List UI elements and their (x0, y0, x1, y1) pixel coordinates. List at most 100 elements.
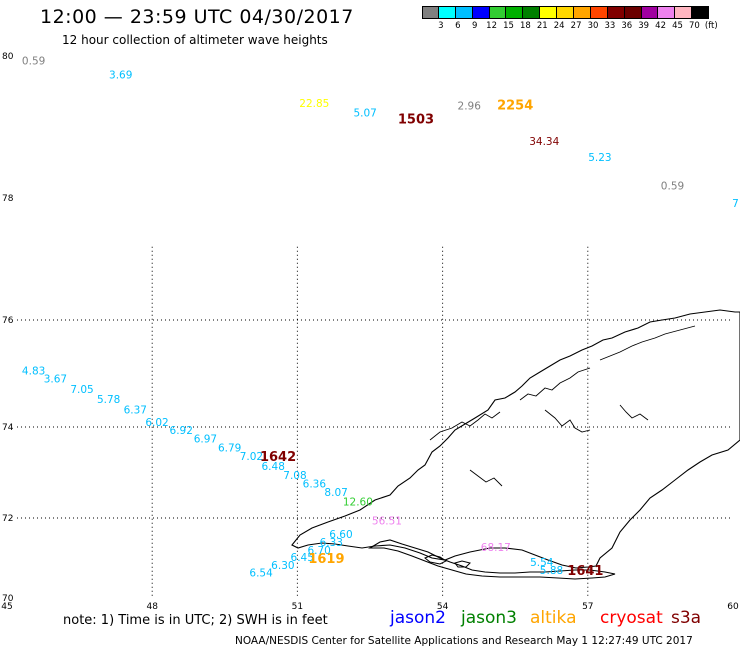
wave-height-label: 5.54 (530, 557, 554, 569)
wave-height-label: 3.67 (44, 374, 67, 386)
wave-height-label: 6.30 (271, 560, 294, 572)
legend-label: 21 (536, 21, 548, 31)
wave-height-label: 5.88 (540, 565, 563, 577)
wave-height-label: 56.51 (372, 515, 402, 527)
wave-height-label: 7.05 (70, 384, 93, 396)
legend-labels: 3 6 9 12 15 18 21 24 27 30 33 36 39 42 45 70 (ft) (422, 19, 732, 31)
legend-swatch (607, 6, 625, 19)
legend-label: 27 (570, 21, 582, 31)
lat-tick-label: 80 (2, 52, 14, 62)
wave-height-label: 7.02 (240, 451, 263, 463)
wave-height-label: 7 (732, 198, 739, 210)
observation-points: 0.59 3.69 22.85 5.07 2.96 34.34 5.23 0.59 7 4.833… (22, 56, 739, 580)
satellite-s3a: s3a (671, 608, 702, 628)
pass-time-label: 1642 (260, 450, 296, 465)
wave-height-label: 6.37 (124, 405, 147, 417)
lat-tick-label: 78 (2, 194, 14, 204)
wave-height-label: 6.36 (303, 479, 327, 491)
pass-time-label: 1503 (398, 112, 434, 127)
lon-tick-label: 57 (582, 602, 593, 612)
wave-height-label: 5.07 (353, 107, 376, 119)
chart-title: 12:00 — 23:59 UTC 04/30/2017 (40, 6, 354, 28)
wave-height-label: 6.02 (145, 417, 168, 429)
lat-tick-label: 70 (2, 594, 14, 604)
lon-tick-label: 48 (146, 602, 158, 612)
wave-height-label: 0.59 (22, 56, 45, 68)
wave-height-label: 4.83 (22, 366, 45, 378)
legend-label: 3 (438, 21, 444, 31)
wave-height-legend: 3 6 9 12 15 18 21 24 27 30 33 36 39 42 45 70 (ft) (422, 6, 732, 31)
wave-height-label: 7.08 (283, 470, 306, 482)
wave-height-label: 12.60 (343, 497, 373, 509)
bay-detail (469, 404, 649, 487)
pass-time-label: 1619 (308, 552, 344, 567)
legend-swatch (692, 6, 710, 19)
legend-label: 42 (655, 21, 667, 31)
legend-label: 30 (587, 21, 599, 31)
legend-label: 70 (688, 21, 700, 31)
legend-label: 12 (486, 21, 498, 31)
satellite-altika: altika (530, 608, 577, 628)
wave-height-label: 5.78 (97, 394, 120, 406)
wave-height-label: 68.17 (481, 542, 511, 554)
chart-subtitle: 12 hour collection of altimeter wave hei… (62, 33, 328, 47)
legend-swatch (523, 6, 541, 19)
legend-swatch (641, 6, 659, 19)
wave-height-label: 5.23 (588, 152, 611, 164)
legend-swatch (624, 6, 642, 19)
legend-swatch (658, 6, 676, 19)
satellite-cryosat: cryosat (600, 608, 663, 628)
legend-label: 33 (604, 21, 616, 31)
legend-label: 6 (455, 21, 461, 31)
islet-coastline (454, 560, 471, 568)
lat-tick-label: 72 (2, 514, 13, 524)
wave-height-label: 34.34 (529, 136, 559, 148)
legend-color-bar (422, 6, 732, 19)
pass-time-label: 2254 (497, 98, 533, 113)
pass-time-label: 1641 (567, 564, 603, 579)
legend-swatch (540, 6, 558, 19)
lat-lon-grid: 45 48 51 54 57 60 70 72 74 76 78 80 (1, 52, 739, 612)
wave-height-label: 6.45 (291, 552, 314, 564)
wave-height-label: 6.48 (262, 461, 285, 473)
legend-label: (ft) (704, 21, 718, 31)
wave-height-label: 8.07 (324, 487, 347, 499)
legend-swatch (506, 6, 524, 19)
legend-label: 45 (672, 21, 683, 31)
wave-height-label: 22.85 (299, 98, 329, 110)
ridge-detail (429, 325, 696, 441)
coastline (291, 309, 740, 580)
satellite-jason2: jason2 (390, 608, 446, 628)
legend-swatch (422, 6, 439, 19)
legend-swatch (438, 6, 456, 19)
lat-tick-label: 76 (2, 316, 14, 326)
satellite-jason3: jason3 (461, 608, 517, 628)
wave-height-label: 2.96 (458, 100, 482, 112)
wave-height-label: 6.54 (249, 567, 273, 579)
wave-height-label: 6.79 (218, 443, 241, 455)
legend-swatch (455, 6, 473, 19)
legend-label: 18 (519, 21, 531, 31)
islet-coastline (424, 554, 447, 565)
wave-height-label: 6.97 (194, 433, 217, 445)
legend-swatch (557, 6, 575, 19)
legend-label: 9 (471, 21, 478, 31)
wave-height-label: 0.59 (661, 180, 684, 192)
legend-swatch (590, 6, 608, 19)
lon-tick-label: 60 (727, 602, 739, 612)
legend-swatch (489, 6, 507, 19)
legend-swatch (675, 6, 693, 19)
legend-label: 39 (638, 21, 650, 31)
legend-label: 36 (621, 21, 633, 31)
legend-label: 24 (553, 21, 565, 31)
legend-swatch (574, 6, 591, 19)
wave-height-label: 6.70 (307, 545, 330, 557)
lon-tick-label: 54 (437, 602, 449, 612)
lon-tick-label: 45 (1, 602, 12, 612)
wave-height-label: 3.69 (109, 70, 132, 82)
legend-swatch (472, 6, 490, 19)
novaya-zemlya-coastline (291, 309, 740, 569)
wave-height-label: 6.60 (329, 529, 352, 541)
lat-tick-label: 74 (2, 423, 14, 433)
